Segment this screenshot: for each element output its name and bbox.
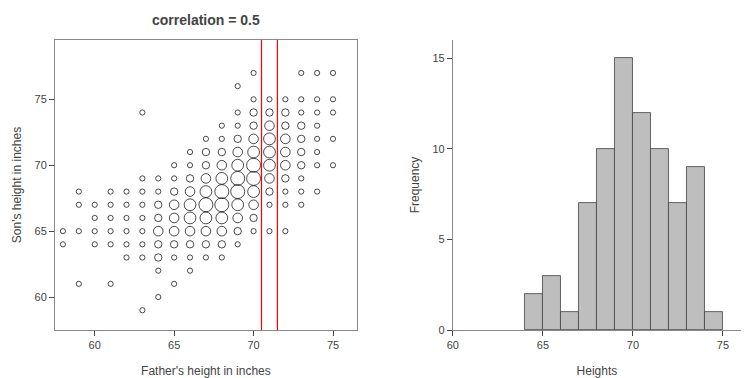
svg-text:75: 75 (717, 339, 729, 351)
svg-text:60: 60 (447, 339, 459, 351)
svg-text:5: 5 (439, 233, 445, 245)
svg-text:70: 70 (627, 339, 639, 351)
svg-text:75: 75 (327, 339, 339, 351)
svg-text:60: 60 (89, 339, 101, 351)
svg-text:correlation = 0.5: correlation = 0.5 (152, 12, 260, 28)
svg-text:10: 10 (432, 143, 444, 155)
svg-text:Son's height in inches: Son's height in inches (10, 127, 24, 243)
svg-text:75: 75 (35, 93, 47, 105)
svg-text:65: 65 (35, 225, 47, 237)
svg-text:65: 65 (537, 339, 549, 351)
svg-text:70: 70 (247, 339, 259, 351)
svg-text:15: 15 (432, 52, 444, 64)
svg-text:Father's height in inches: Father's height in inches (141, 364, 271, 378)
svg-text:0: 0 (439, 324, 445, 336)
svg-text:70: 70 (35, 159, 47, 171)
svg-text:Frequency: Frequency (408, 157, 422, 214)
svg-text:65: 65 (168, 339, 180, 351)
svg-text:60: 60 (35, 291, 47, 303)
svg-text:Heights: Heights (577, 364, 618, 378)
